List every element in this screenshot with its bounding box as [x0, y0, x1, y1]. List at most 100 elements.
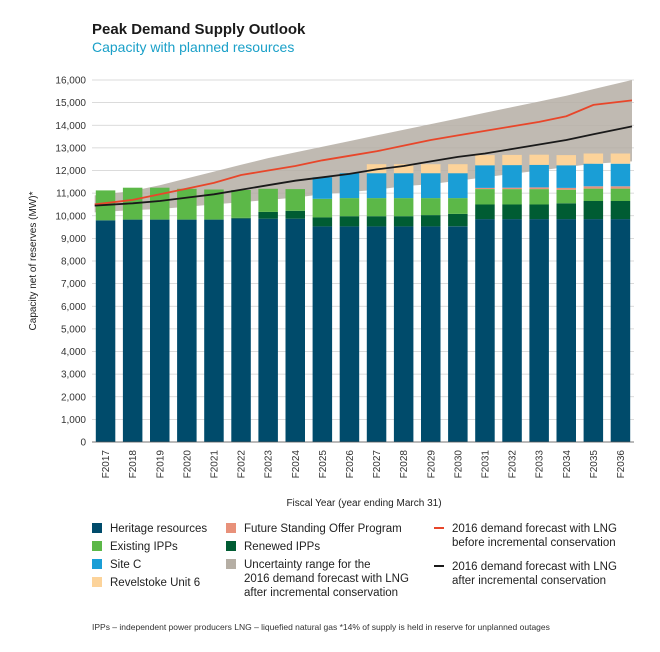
uncertainty-band-layer [94, 80, 632, 213]
bar-renewed-ipps-f2031 [475, 204, 495, 220]
bar-heritage-resources-f2027 [366, 226, 387, 442]
bar-existing-ipps-f2025 [312, 198, 333, 218]
legend-swatch [92, 523, 102, 533]
chart-subtitle: Capacity with planned resources [92, 39, 294, 55]
bar-site-c-f2027 [366, 173, 387, 199]
bar-existing-ipps-f2029 [421, 198, 441, 216]
bar-existing-ipps-f2032 [502, 189, 522, 205]
x-tick-label: F2027 [372, 450, 383, 479]
bar-revelstoke-unit-6-f2028 [393, 164, 414, 174]
forecast-line-before-conservation [94, 99, 633, 206]
legend-label: 2016 demand forecast with LNG after incre… [452, 561, 617, 587]
x-tick-label: F2031 [480, 450, 491, 479]
y-tick-label: 14,000 [55, 121, 86, 132]
y-tick-label: 3,000 [61, 370, 86, 381]
bar-site-c-f2028 [393, 173, 414, 199]
forecast-lines-layer [94, 99, 633, 207]
legend-item-existing-ipps: Existing IPPs [92, 541, 178, 553]
legend-label: Uncertainty range for the 2016 demand for… [244, 559, 409, 599]
bar-renewed-ipps-f2023 [258, 211, 278, 219]
y-tick-label: 4,000 [61, 347, 86, 358]
bar-heritage-resources-f2023 [258, 218, 278, 442]
x-axis-label: Fiscal Year (year ending March 31) [286, 498, 441, 509]
bar-heritage-resources-f2031 [475, 219, 495, 442]
x-tick-label: F2028 [399, 450, 410, 479]
bar-future-standing-offer-program-f2035 [583, 186, 604, 189]
legend-label: Site C [110, 559, 141, 571]
bar-renewed-ipps-f2033 [529, 204, 549, 220]
bar-existing-ipps-f2024 [285, 189, 305, 211]
bar-site-c-f2031 [475, 165, 495, 188]
legend-swatch [226, 541, 236, 551]
legend-item-revelstoke-unit-6: Revelstoke Unit 6 [92, 577, 200, 589]
x-tick-label: F2035 [589, 450, 600, 479]
bar-existing-ipps-f2026 [339, 198, 360, 217]
x-tick-label: F2024 [291, 450, 302, 479]
bar-heritage-resources-f2022 [231, 218, 251, 442]
legend-label: Revelstoke Unit 6 [110, 577, 200, 589]
bar-renewed-ipps-f2032 [502, 204, 522, 220]
bar-future-standing-offer-program-f2031 [475, 187, 495, 189]
legend-label: Heritage resources [110, 523, 207, 535]
y-tick-label: 9,000 [61, 234, 86, 245]
bar-heritage-resources-f2019 [150, 219, 170, 442]
y-tick-label: 1,000 [61, 415, 86, 426]
x-tick-label: F2021 [209, 450, 220, 479]
bar-heritage-resources-f2028 [393, 226, 414, 442]
x-tick-label: F2029 [426, 450, 437, 479]
bar-existing-ipps-f2034 [556, 189, 576, 204]
bar-heritage-resources-f2026 [339, 226, 360, 442]
bar-revelstoke-unit-6-f2030 [448, 164, 468, 174]
bars-layer [95, 153, 631, 442]
legend: Heritage resources Existing IPPs Site C Rev… [92, 523, 617, 599]
bar-existing-ipps-f2022 [231, 190, 251, 218]
chart-title: Peak Demand Supply Outlook [92, 21, 306, 38]
x-tick-label: F2023 [264, 450, 275, 479]
bar-site-c-f2025 [312, 177, 333, 199]
bar-renewed-ipps-f2025 [312, 217, 333, 227]
bar-existing-ipps-f2028 [393, 198, 414, 217]
x-tick-label: F2036 [616, 450, 627, 479]
bar-heritage-resources-f2030 [448, 226, 468, 442]
bar-renewed-ipps-f2036 [610, 201, 631, 220]
y-tick-label: 8,000 [61, 257, 86, 268]
bar-heritage-resources-f2021 [204, 219, 224, 442]
bar-site-c-f2029 [421, 173, 441, 199]
x-axis: F2017 F2018 F2019 F2020 F2021 F2022 F2023 F2024… [101, 450, 627, 479]
x-tick-label: F2022 [237, 450, 248, 479]
legend-swatch [226, 523, 236, 533]
bar-revelstoke-unit-6-f2029 [421, 164, 441, 174]
legend-item-heritage-resources: Heritage resources [92, 523, 207, 535]
y-tick-label: 0 [80, 438, 86, 449]
y-tick-label: 15,000 [55, 98, 86, 109]
bar-heritage-resources-f2020 [177, 219, 197, 442]
bar-heritage-resources-f2032 [502, 219, 522, 442]
legend-item-site-c: Site C [92, 559, 141, 571]
uncertainty-band [94, 80, 632, 213]
x-tick-label: F2017 [101, 450, 112, 479]
bar-future-standing-offer-program-f2032 [502, 187, 522, 190]
bar-existing-ipps-f2027 [366, 198, 387, 217]
bar-heritage-resources-f2025 [312, 226, 333, 442]
bar-heritage-resources-f2017 [95, 220, 116, 442]
x-tick-label: F2026 [345, 450, 356, 479]
bar-site-c-f2026 [339, 173, 360, 199]
y-tick-label: 12,000 [55, 166, 86, 177]
x-tick-label: F2018 [128, 450, 139, 479]
y-axis: 0 1,000 2,000 3,000 4,000 5,000 6,000 7,000 8,00… [55, 76, 634, 449]
bar-future-standing-offer-program-f2034 [556, 187, 576, 190]
y-tick-label: 6,000 [61, 302, 86, 313]
y-tick-label: 11,000 [56, 189, 86, 200]
x-tick-label: F2032 [508, 450, 519, 479]
x-tick-label: F2030 [453, 450, 464, 479]
legend-label: Renewed IPPs [244, 541, 320, 553]
bar-existing-ipps-f2020 [177, 188, 197, 220]
legend-swatch [226, 559, 236, 569]
x-tick-label: F2019 [155, 450, 166, 479]
legend-swatch [92, 577, 102, 587]
bar-site-c-f2030 [448, 173, 468, 199]
bar-existing-ipps-f2035 [583, 188, 604, 201]
bar-existing-ipps-f2030 [448, 198, 468, 214]
